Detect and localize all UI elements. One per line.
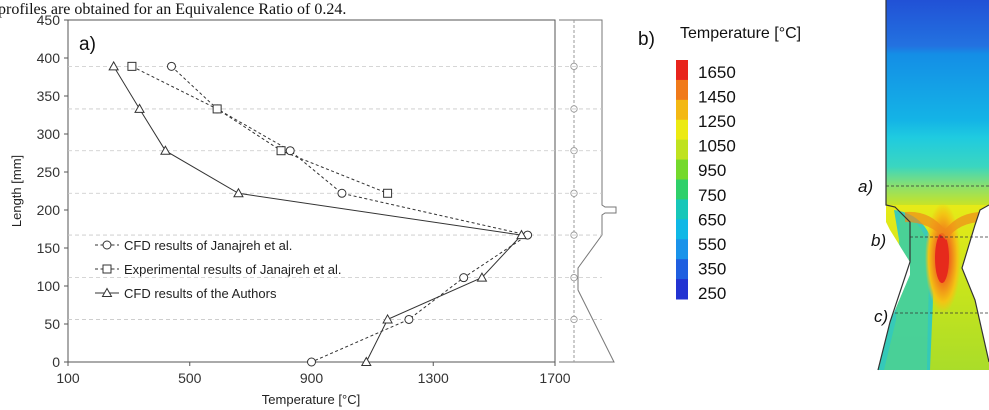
panel-b-label: b): [638, 29, 655, 50]
y-tick-label: 200: [37, 202, 61, 218]
colorbar-tick-label: 1050: [698, 137, 736, 156]
colorbar-tick-label: 1250: [698, 112, 736, 131]
data-point-circle: [337, 188, 347, 198]
series-circle: [166, 61, 533, 367]
data-point-square: [383, 188, 393, 198]
legend-label: CFD results of Janajreh et al.: [124, 238, 292, 253]
data-point-triangle: [360, 356, 372, 366]
y-tick-label: 350: [37, 88, 61, 104]
colorbar-swatch: [676, 79, 688, 101]
gasifier-schematic: [559, 19, 617, 363]
data-point-circle: [459, 273, 469, 283]
y-tick-label: 450: [37, 12, 61, 28]
colorbar-tick-label: 1650: [698, 63, 736, 82]
colorbar: 1650 1450 1250 1050 950 750 650 550 350 250: [676, 60, 736, 303]
y-tick-label: 50: [44, 316, 60, 332]
legend-marker-square: [102, 264, 112, 274]
data-point-square: [212, 104, 222, 114]
colorbar-swatch: [676, 239, 688, 260]
series-triangle: [108, 60, 527, 366]
data-point-square: [276, 146, 286, 156]
y-tick-label: 150: [37, 240, 61, 256]
y-tick-label: 250: [37, 164, 61, 180]
legend-label: CFD results of the Authors: [124, 286, 277, 301]
data-point-triangle: [134, 103, 145, 113]
colorbar-tick-label: 650: [698, 210, 726, 229]
y-tick-label: 400: [37, 50, 61, 66]
data-point-triangle: [160, 145, 171, 155]
data-point-circle: [307, 357, 316, 367]
contour-section-a-label: a): [858, 177, 873, 196]
colorbar-tick-label: 550: [698, 235, 726, 254]
colorbar-tick-label: 350: [698, 259, 726, 278]
legend-marker-circle: [102, 240, 112, 250]
colorbar-swatch: [676, 139, 688, 161]
legend-marker-triangle: [101, 287, 113, 297]
x-tick-label: 1700: [539, 370, 570, 386]
colorbar-tick-label: 750: [698, 186, 726, 205]
colorbar-title: Temperature [°C]: [680, 25, 801, 42]
series-line: [113, 66, 523, 363]
data-point-triangle: [382, 313, 393, 324]
colorbar-swatch: [676, 60, 688, 81]
colorbar-swatch: [676, 259, 688, 280]
plot-frame: [67, 19, 556, 363]
y-tick-label: 300: [37, 126, 61, 142]
legend-label: Experimental results of Janajreh et al.: [124, 262, 342, 277]
series-line: [131, 65, 388, 194]
panel-a-label: a): [79, 34, 96, 55]
x-axis-label: Temperature [°C]: [262, 392, 360, 407]
data-point-square: [127, 61, 137, 71]
colorbar-tick-label: 1450: [698, 88, 736, 107]
colorbar-swatch: [676, 279, 688, 300]
colorbar-swatch: [676, 159, 688, 180]
contour-section-c-label: c): [874, 307, 888, 326]
x-tick-label: 1300: [418, 370, 449, 386]
series-line: [171, 66, 529, 363]
y-axis-label: Length [mm]: [9, 155, 24, 227]
series-square: [127, 61, 393, 198]
colorbar-swatch: [676, 179, 688, 200]
x-tick-label: 100: [56, 370, 80, 386]
colorbar-swatch: [676, 199, 688, 220]
legend: CFD results of Janajreh et al. Experiment…: [95, 238, 342, 301]
x-tick-label: 500: [178, 370, 202, 386]
y-tick-label: 100: [37, 278, 61, 294]
temperature-contour: [878, 0, 989, 370]
data-point-triangle: [108, 60, 120, 71]
contour-outline: [877, 0, 989, 371]
data-point-triangle: [476, 272, 488, 282]
colorbar-tick-label: 950: [698, 161, 726, 180]
data-point-circle: [404, 314, 414, 324]
data-point-triangle: [516, 229, 527, 240]
caption-fragment: profiles are obtained for an Equivalence…: [0, 1, 346, 18]
data-point-triangle: [233, 187, 244, 198]
data-point-circle: [166, 61, 176, 71]
colorbar-swatch: [676, 119, 688, 141]
contour-section-b-label: b): [871, 231, 886, 250]
colorbar-swatch: [676, 99, 688, 121]
colorbar-swatch: [676, 219, 688, 240]
y-tick-label: 0: [52, 354, 60, 370]
colorbar-tick-label: 250: [698, 284, 726, 303]
x-tick-label: 900: [300, 370, 324, 386]
